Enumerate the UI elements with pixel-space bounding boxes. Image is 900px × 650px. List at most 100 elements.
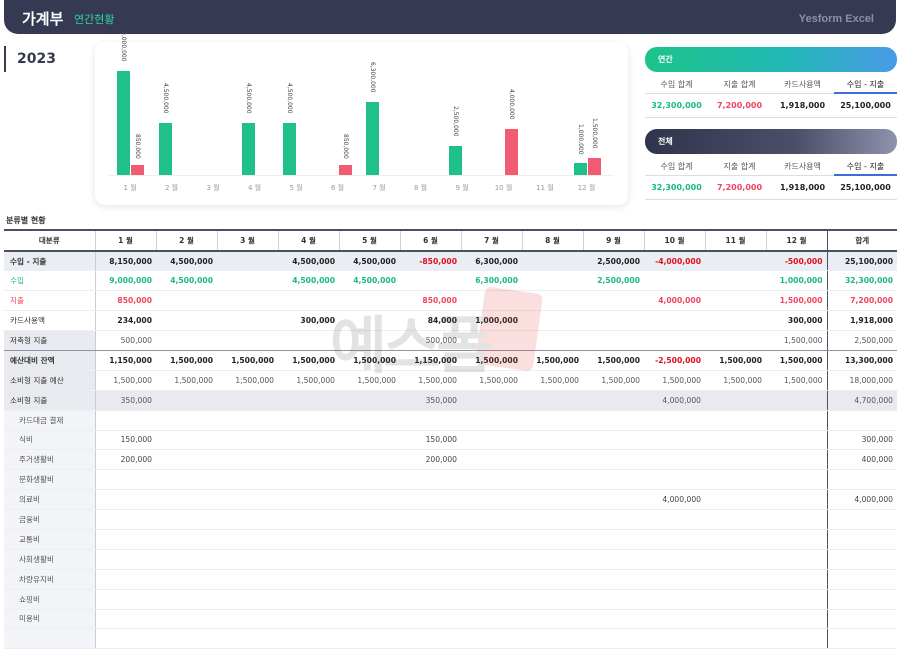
table-cell[interactable] (583, 509, 644, 530)
table-cell[interactable] (705, 529, 766, 550)
table-cell[interactable]: 150,000 (400, 430, 461, 451)
table-cell[interactable] (522, 569, 583, 590)
table-cell[interactable] (461, 609, 522, 630)
table-cell[interactable] (339, 529, 400, 550)
table-cell[interactable]: 150,000 (95, 430, 156, 451)
table-cell[interactable]: 350,000 (95, 390, 156, 411)
table-cell[interactable] (156, 430, 217, 451)
table-cell[interactable] (826, 569, 897, 590)
table-cell[interactable] (583, 589, 644, 610)
table-cell[interactable] (156, 509, 217, 530)
table-cell[interactable] (583, 430, 644, 451)
table-cell[interactable] (583, 569, 644, 590)
table-cell[interactable] (278, 430, 339, 451)
table-cell[interactable] (461, 549, 522, 570)
table-cell[interactable]: 200,000 (95, 449, 156, 471)
table-cell[interactable]: 1,150,000 (400, 350, 461, 371)
table-cell[interactable]: 4,000,000 (826, 489, 897, 511)
table-cell[interactable] (644, 589, 705, 610)
table-cell[interactable] (522, 449, 583, 471)
table-cell[interactable] (95, 589, 156, 610)
table-cell[interactable] (644, 330, 705, 351)
table-cell[interactable] (583, 290, 644, 312)
table-cell[interactable]: -850,000 (400, 251, 461, 272)
table-cell[interactable] (583, 390, 644, 411)
table-cell[interactable] (461, 449, 522, 471)
table-cell[interactable] (766, 509, 827, 530)
table-cell[interactable] (461, 330, 522, 351)
table-cell[interactable] (461, 569, 522, 590)
table-cell[interactable]: 4,500,000 (278, 270, 339, 292)
table-cell[interactable] (461, 529, 522, 550)
table-cell[interactable] (522, 430, 583, 451)
table-cell[interactable] (95, 469, 156, 491)
table-cell[interactable] (400, 489, 461, 511)
table-cell[interactable] (400, 549, 461, 570)
table-cell[interactable] (217, 529, 278, 550)
table-cell[interactable]: -500,000 (766, 251, 827, 272)
table-cell[interactable]: 1,500,000 (217, 350, 278, 371)
table-cell[interactable] (644, 569, 705, 590)
table-cell[interactable] (217, 489, 278, 511)
table-cell[interactable] (278, 330, 339, 351)
table-cell[interactable]: -2,500,000 (644, 350, 705, 371)
table-cell[interactable] (95, 628, 156, 650)
table-cell[interactable] (156, 569, 217, 590)
table-cell[interactable] (644, 549, 705, 570)
table-cell[interactable] (217, 430, 278, 451)
table-cell[interactable] (339, 589, 400, 610)
table-cell[interactable] (339, 310, 400, 332)
table-cell[interactable] (826, 469, 897, 491)
table-cell[interactable] (826, 529, 897, 550)
table-cell[interactable] (278, 390, 339, 411)
table-cell[interactable] (644, 529, 705, 550)
table-cell[interactable]: 1,000,000 (461, 310, 522, 332)
table-cell[interactable] (705, 489, 766, 511)
table-cell[interactable] (278, 589, 339, 610)
table-cell[interactable] (766, 449, 827, 471)
table-cell[interactable] (766, 589, 827, 610)
table-cell[interactable] (156, 310, 217, 332)
table-cell[interactable] (826, 589, 897, 610)
table-cell[interactable] (583, 410, 644, 431)
table-cell[interactable] (705, 549, 766, 570)
table-cell[interactable]: 1,500,000 (461, 370, 522, 391)
table-cell[interactable] (400, 509, 461, 530)
table-cell[interactable] (522, 270, 583, 292)
table-cell[interactable] (95, 569, 156, 590)
table-cell[interactable] (217, 290, 278, 312)
table-cell[interactable]: 9,000,000 (95, 270, 156, 292)
table-cell[interactable] (583, 469, 644, 491)
table-cell[interactable] (278, 569, 339, 590)
table-cell[interactable] (400, 628, 461, 650)
table-cell[interactable] (339, 290, 400, 312)
table-cell[interactable]: 1,500,000 (705, 350, 766, 371)
table-cell[interactable] (583, 489, 644, 511)
table-cell[interactable] (705, 469, 766, 491)
table-cell[interactable] (766, 628, 827, 650)
table-cell[interactable]: 1,500,000 (339, 370, 400, 391)
table-cell[interactable] (95, 509, 156, 530)
table-cell[interactable]: 1,500,000 (400, 370, 461, 391)
table-cell[interactable]: 1,500,000 (339, 350, 400, 371)
table-cell[interactable] (461, 589, 522, 610)
table-cell[interactable] (522, 628, 583, 650)
table-cell[interactable] (278, 469, 339, 491)
table-cell[interactable] (522, 310, 583, 332)
table-cell[interactable] (705, 569, 766, 590)
table-cell[interactable] (339, 449, 400, 471)
table-cell[interactable] (766, 489, 827, 511)
table-cell[interactable] (826, 549, 897, 570)
table-cell[interactable] (644, 509, 705, 530)
table-cell[interactable] (156, 290, 217, 312)
table-cell[interactable]: 1,500,000 (156, 370, 217, 391)
table-cell[interactable] (522, 589, 583, 610)
table-cell[interactable] (644, 310, 705, 332)
table-cell[interactable] (156, 529, 217, 550)
table-cell[interactable] (522, 549, 583, 570)
table-cell[interactable] (522, 390, 583, 411)
table-cell[interactable] (217, 589, 278, 610)
table-cell[interactable] (705, 628, 766, 650)
table-cell[interactable] (766, 529, 827, 550)
table-cell[interactable] (705, 430, 766, 451)
